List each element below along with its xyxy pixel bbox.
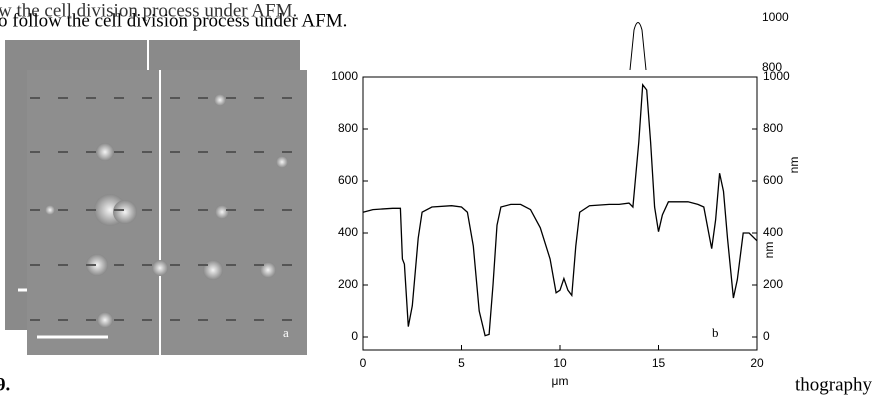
afm-feature [276, 156, 288, 168]
afm-feature [97, 312, 113, 328]
x-tick-label: 0 [360, 356, 367, 370]
ghost-text: w the cell division process under AFM. [0, 0, 297, 21]
y-tick-label: 0 [351, 329, 358, 343]
x-tick-label: 15 [652, 356, 666, 370]
y2-tick-label: 600 [763, 173, 783, 187]
ghost-tick: 1000 [762, 10, 789, 24]
text-line: o follow the cell division process under… [0, 10, 347, 31]
panel-label: a [283, 325, 289, 340]
afm-feature [215, 205, 229, 219]
y-tick-label: 1000 [331, 69, 358, 83]
line-series [362, 83, 758, 337]
ghost-axis-label: nm [762, 242, 776, 259]
y2-tick-label: 0 [763, 329, 770, 343]
y2-axis-label: nm [787, 157, 801, 174]
x-tick-label: 5 [458, 356, 465, 370]
y2-tick-label: 1000 [763, 69, 790, 83]
x-tick-label: 20 [750, 356, 764, 370]
afm-feature [96, 143, 114, 161]
y2-tick-label: 400 [763, 225, 783, 239]
afm-feature [214, 94, 226, 106]
x-axis-label: μm [552, 374, 569, 388]
x-tick-label: 10 [553, 356, 567, 370]
y-tick-label: 600 [338, 173, 358, 187]
afm-feature [113, 200, 137, 224]
ghost-curve [629, 22, 647, 71]
afm-feature [152, 260, 168, 276]
afm-front: a [27, 70, 307, 355]
y-tick-label: 200 [338, 277, 358, 291]
ghost-tick: 800 [762, 60, 782, 74]
afm-feature [86, 254, 108, 276]
afm-feature [45, 205, 55, 215]
caption: 9. [0, 374, 10, 395]
y2-tick-label: 200 [763, 277, 783, 291]
caption: thography [795, 374, 873, 395]
y-tick-label: 800 [338, 121, 358, 135]
panel-label: b [712, 325, 719, 340]
y-tick-label: 400 [338, 225, 358, 239]
afm-image [27, 70, 307, 355]
y2-tick-label: 800 [763, 121, 783, 135]
afm-feature [203, 260, 223, 280]
